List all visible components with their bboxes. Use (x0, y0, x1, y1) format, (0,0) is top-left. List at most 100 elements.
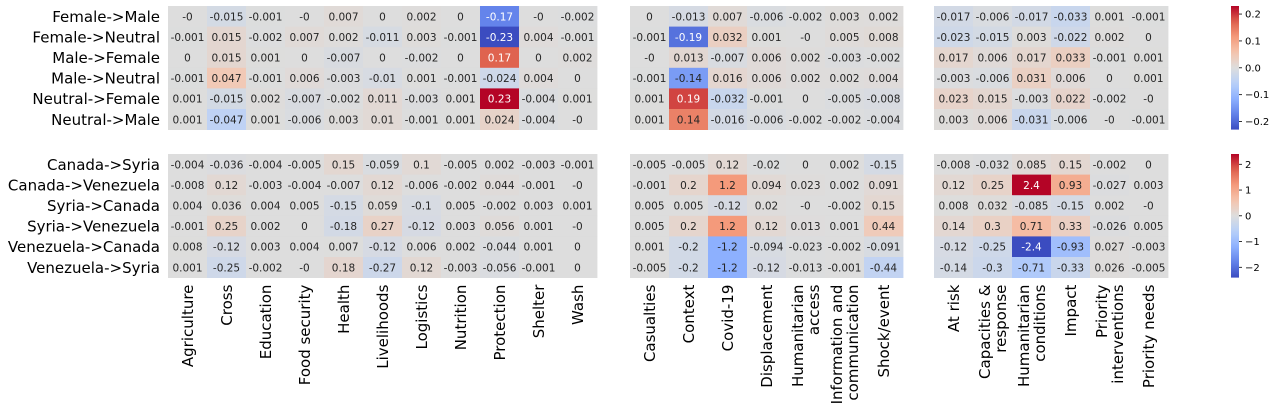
heatmap-cell (934, 174, 974, 196)
cell-value-label: -0.004 (249, 159, 283, 171)
cell-value-label: -0.003 (249, 180, 283, 192)
cell-value-label: 0.005 (673, 201, 703, 213)
heatmap-cell (973, 26, 1013, 48)
heatmap-cell (1051, 26, 1091, 48)
heatmap-cell (786, 109, 826, 130)
cell-value-label: 0.12 (755, 221, 778, 233)
colorbar-tick-label: 1 (1245, 186, 1251, 197)
colorbar-tick-label: 2 (1245, 160, 1251, 171)
row-label: Syria->Venezuela (27, 218, 160, 236)
heatmap-cell (973, 88, 1013, 110)
heatmap-cell (1090, 67, 1130, 89)
cell-value-label: -0.015 (976, 32, 1010, 44)
heatmap-cell (669, 109, 709, 130)
cell-value-label: 0.71 (1020, 221, 1043, 233)
cell-value-label: 0 (184, 53, 191, 65)
cell-value-label: -0.14 (940, 262, 967, 274)
cell-value-label: -0.004 (171, 159, 205, 171)
heatmap-cell (246, 236, 286, 258)
heatmap-cell (747, 174, 787, 196)
cell-value-label: -0.007 (288, 94, 322, 106)
cell-value-label: 0.003 (1016, 32, 1046, 44)
colorbar (1231, 154, 1239, 278)
heatmap-cell (558, 6, 598, 27)
heatmap-cell (825, 154, 865, 175)
cell-value-label: 0.013 (790, 221, 820, 233)
cell-value-label: -0.003 (444, 262, 478, 274)
heatmap-cell (402, 67, 442, 89)
heatmap-cell (1129, 6, 1169, 27)
cell-value-label: -0.002 (1093, 94, 1127, 106)
cell-value-label: -0.15 (1057, 201, 1084, 213)
cell-value-label: -0.93 (1057, 242, 1084, 254)
cell-value-label: 0 (379, 11, 386, 23)
cell-value-label: 0.008 (938, 201, 968, 213)
cell-value-label: -0.002 (327, 94, 361, 106)
cell-value-label: 0.14 (942, 221, 966, 233)
heatmap-cell (934, 26, 974, 48)
heatmap-cell (669, 6, 709, 27)
cell-value-label: -0.008 (171, 180, 205, 192)
heatmap-cell (934, 88, 974, 110)
heatmap-cell (1012, 88, 1052, 110)
cell-value-label: 0.008 (868, 32, 898, 44)
cell-value-label: -0.001 (561, 32, 595, 44)
heatmap-cell (285, 236, 325, 258)
cell-value-label: -0.001 (561, 159, 595, 171)
heatmap-cell (747, 6, 787, 27)
heatmap-cell (402, 236, 442, 258)
heatmap-cell (441, 6, 481, 27)
heatmap-cell (168, 257, 208, 278)
heatmap-cell (708, 26, 748, 48)
heatmap-cell (934, 195, 974, 217)
heatmap-cell (747, 154, 787, 175)
heatmap-cell (825, 109, 865, 130)
cell-value-label: 0.002 (406, 11, 436, 23)
cell-value-label: -0 (299, 262, 309, 274)
cell-value-label: 0.18 (332, 262, 355, 274)
cell-value-label: -0.004 (522, 114, 556, 126)
heatmap-cell (246, 26, 286, 48)
heatmap-cell (402, 215, 442, 237)
cell-value-label: 0.23 (488, 94, 511, 106)
heatmap-cell (558, 26, 598, 48)
heatmap-cell (669, 88, 709, 110)
cell-value-label: -0.003 (937, 73, 971, 85)
heatmap-cell (973, 257, 1013, 278)
heatmap-cell (1051, 6, 1091, 27)
heatmap-cell (168, 88, 208, 110)
heatmap-cell (480, 154, 520, 175)
heatmap-cell (324, 47, 364, 69)
heatmap-cell (402, 154, 442, 175)
cell-value-label: 0.001 (406, 73, 436, 85)
cell-value-label: 0.047 (211, 73, 241, 85)
cell-value-label: -0 (800, 32, 810, 44)
cell-value-label: 0.004 (250, 201, 280, 213)
heatmap-cell (973, 6, 1013, 27)
heatmap-cell (285, 195, 325, 217)
cell-value-label: -0.002 (561, 11, 595, 23)
cell-value-label: 0.016 (712, 73, 742, 85)
heatmap-cell (363, 88, 403, 110)
row-label: Neutral->Male (51, 111, 160, 129)
heatmap-cell (1051, 88, 1091, 110)
cell-value-label: -0 (299, 11, 309, 23)
column-label: Humanitarianaccess (789, 284, 823, 387)
cell-value-label: 0.93 (1059, 180, 1082, 192)
cell-value-label: -0.25 (979, 242, 1006, 254)
cell-value-label: -0.12 (213, 242, 240, 254)
cell-value-label: 0.015 (211, 53, 241, 65)
cell-value-label: -0.003 (1132, 242, 1166, 254)
heatmap-cell (864, 67, 904, 89)
row-label: Female->Neutral (32, 28, 160, 46)
heatmap-cell (519, 257, 559, 278)
column-label: Food security (296, 284, 314, 385)
cell-value-label: 0.001 (1133, 53, 1163, 65)
cell-value-label: 1.2 (719, 180, 736, 192)
cell-value-label: -0.3 (982, 262, 1003, 274)
heatmap-cell (669, 26, 709, 48)
cell-value-label: 0.005 (1133, 221, 1163, 233)
cell-value-label: -0.001 (171, 221, 205, 233)
heatmap-cell (402, 47, 442, 69)
heatmap-cell (363, 257, 403, 278)
